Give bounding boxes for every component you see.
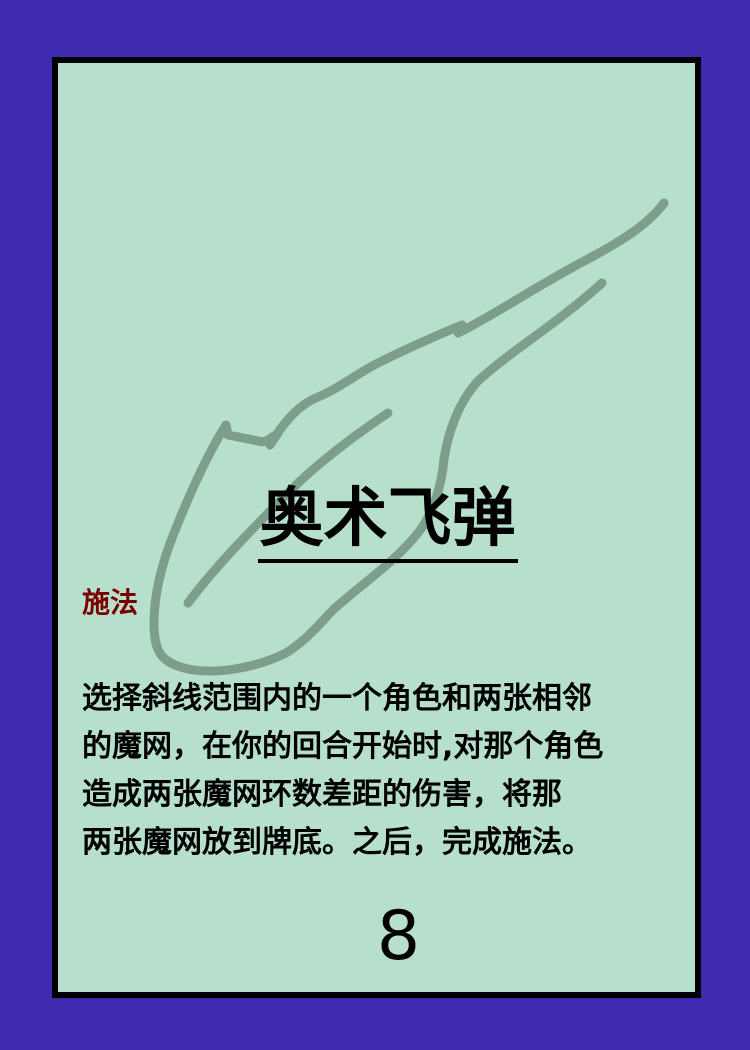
card-title-text: 奥术飞弹 (257, 482, 518, 563)
card-title: 奥术飞弹 (58, 482, 695, 563)
card-cost: 8 (376, 897, 421, 976)
magic-missile-sketch-icon (149, 198, 669, 676)
card-type-label: 施法 (82, 586, 139, 619)
card-rules-text: 选择斜线范围内的一个角色和两张相邻 的魔网，在你的回合开始时,对那个角色 造成两… (82, 681, 604, 860)
card[interactable]: 奥术飞弹 施法 选择斜线范围内的一个角色和两张相邻 的魔网，在你的回合开始时,对… (52, 57, 701, 998)
